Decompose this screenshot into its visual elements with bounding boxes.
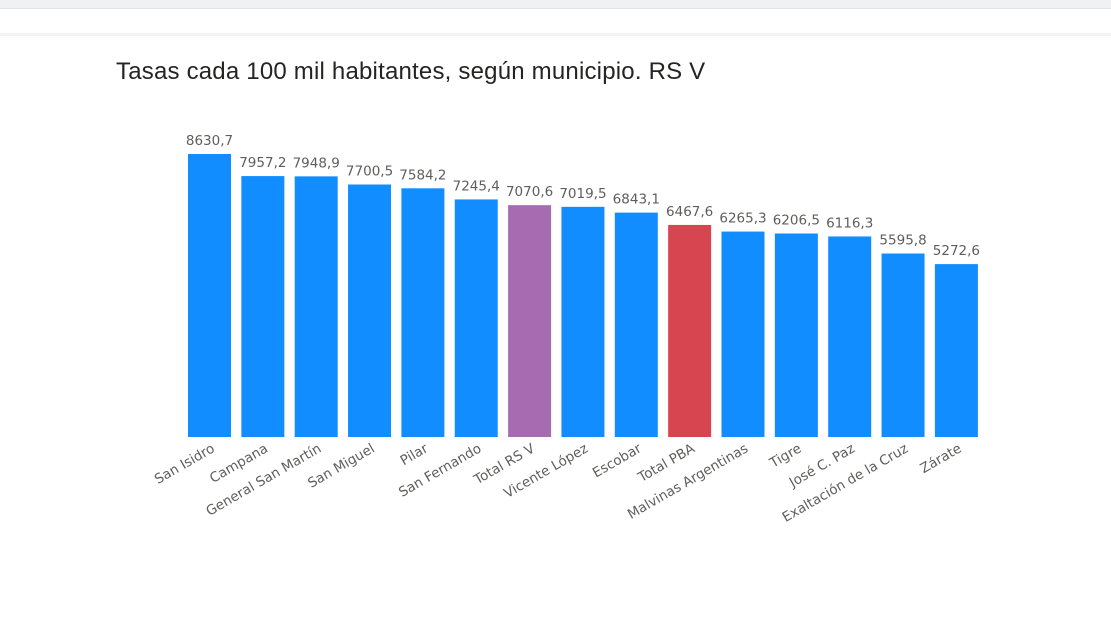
data-label: 8630,7 <box>186 133 233 149</box>
bar-escobar[interactable] <box>614 212 658 437</box>
bar-san-fernando[interactable] <box>454 199 498 437</box>
chart-title: Tasas cada 100 mil habitantes, según mun… <box>116 58 706 85</box>
bar-campana[interactable] <box>241 176 285 437</box>
data-label: 7700,5 <box>346 164 393 180</box>
data-label: 6116,3 <box>826 215 873 231</box>
bar-exaltaci-n-de-la-cruz[interactable] <box>881 253 925 437</box>
x-tick-label: Pilar <box>398 440 432 469</box>
data-label: 5272,6 <box>933 243 980 259</box>
bar-san-miguel[interactable] <box>348 184 392 437</box>
data-label: 6467,6 <box>666 204 713 220</box>
x-tick-label: Zárate <box>917 441 964 477</box>
bar-vicente-l-pez[interactable] <box>561 206 605 437</box>
data-label: 7584,2 <box>399 167 446 183</box>
data-label: 7019,5 <box>559 186 606 202</box>
data-label: 6265,3 <box>719 211 766 227</box>
data-label: 7245,4 <box>453 178 500 194</box>
bar-total-rs-v[interactable] <box>508 205 552 437</box>
bar-z-rate[interactable] <box>934 264 978 437</box>
bar-pilar[interactable] <box>401 188 445 437</box>
data-label: 7070,6 <box>506 184 553 200</box>
header-divider <box>0 33 1111 36</box>
bar-jos-c-paz[interactable] <box>828 236 872 437</box>
x-tick-label: Tigre <box>766 441 804 472</box>
bar-total-pba[interactable] <box>668 224 712 437</box>
data-label: 6206,5 <box>773 212 820 228</box>
bar-general-san-mart-n[interactable] <box>294 176 338 437</box>
top-bar <box>0 0 1111 9</box>
bar-tigre[interactable] <box>774 233 818 437</box>
bar-san-isidro[interactable] <box>188 154 231 437</box>
x-tick-label: San Isidro <box>152 441 218 488</box>
data-label: 5595,8 <box>879 233 926 249</box>
data-label: 7957,2 <box>239 155 286 171</box>
data-label: 6843,1 <box>613 192 660 208</box>
data-label: 7948,9 <box>293 155 340 171</box>
bar-malvinas-argentinas[interactable] <box>721 231 765 437</box>
